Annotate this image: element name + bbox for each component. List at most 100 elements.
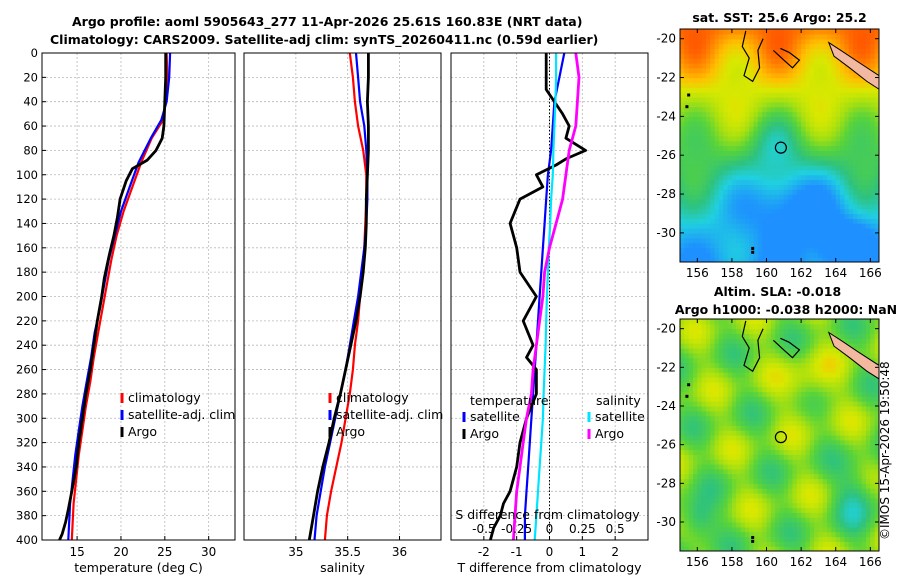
map-cell <box>870 410 876 417</box>
map-cell <box>753 459 759 465</box>
map-cell <box>731 53 737 59</box>
map-cell <box>805 328 811 335</box>
map-cell <box>723 367 729 373</box>
x-axis-label: T difference from climatology <box>456 560 642 575</box>
map-cell <box>801 194 806 200</box>
map-cell <box>801 420 806 426</box>
map-cell <box>796 43 802 50</box>
map-cell <box>697 237 703 244</box>
map-cell <box>848 357 854 364</box>
map-cell <box>688 43 694 50</box>
map-cell <box>857 464 863 470</box>
map-cell <box>740 97 746 103</box>
series-argo <box>58 53 168 541</box>
map-cell <box>827 130 832 137</box>
map-cell <box>684 352 690 359</box>
map-cell <box>684 478 690 484</box>
map-cell <box>701 410 707 417</box>
map-cell <box>740 372 746 378</box>
map-cell <box>844 48 850 54</box>
map-cell <box>870 145 876 151</box>
map-cell <box>697 194 703 200</box>
map-cell <box>818 179 824 185</box>
map-cell <box>844 145 850 151</box>
map-cell <box>835 372 841 378</box>
map-cell <box>840 77 845 83</box>
map-cell <box>714 512 720 518</box>
map-cell <box>861 386 867 393</box>
map-cell <box>731 488 737 494</box>
map-cell <box>714 58 720 64</box>
map-cell <box>874 87 879 93</box>
map-cell <box>788 410 794 417</box>
map-cell <box>801 493 806 499</box>
map-cell <box>727 526 733 533</box>
map-cell <box>680 541 685 547</box>
map-cell <box>783 33 789 40</box>
map-cell <box>693 396 698 402</box>
map-cell <box>723 522 729 528</box>
map-cell <box>701 391 707 397</box>
map-cell <box>827 33 832 40</box>
map-cell <box>857 43 863 50</box>
map-cell <box>857 348 863 354</box>
map-cell <box>684 237 690 244</box>
map-cell <box>857 247 863 253</box>
map-cell <box>792 348 798 354</box>
map-cell <box>857 493 863 499</box>
map-cell <box>718 541 724 547</box>
map-cell <box>840 502 845 509</box>
map-cell <box>783 497 789 504</box>
map-cell <box>822 116 828 122</box>
map-cell <box>857 415 863 422</box>
map-cell <box>744 415 750 422</box>
map-cell <box>835 179 841 185</box>
map-cell <box>788 377 794 383</box>
map-cell <box>792 377 798 383</box>
map-cell <box>710 150 716 156</box>
map-cell <box>783 203 789 210</box>
map-cell <box>848 111 854 117</box>
map-cell <box>775 497 781 504</box>
map-cell <box>697 116 703 122</box>
map-cell <box>775 454 781 460</box>
map-cell <box>809 72 815 79</box>
map-cell <box>749 53 755 59</box>
map-cell <box>744 97 750 103</box>
map-cell <box>792 546 798 551</box>
map-cell <box>857 140 863 147</box>
map-cell <box>822 425 828 431</box>
map-cell <box>680 33 685 40</box>
map-cell <box>805 228 811 234</box>
map-cell <box>770 391 776 397</box>
map-cell <box>714 483 720 489</box>
map-cell <box>818 415 824 422</box>
map-cell <box>818 444 824 451</box>
map-cell <box>801 58 806 64</box>
map-cell <box>788 252 794 258</box>
map-cell <box>744 77 750 83</box>
map-cell <box>861 126 867 132</box>
map-cell <box>693 468 698 475</box>
map-cell <box>809 531 815 538</box>
map-cell <box>818 228 824 234</box>
map-cell <box>693 208 698 215</box>
map-cell <box>684 333 690 339</box>
map-cell <box>680 333 685 339</box>
map-cell <box>783 425 789 431</box>
map-cell <box>710 348 716 354</box>
map-cell <box>731 43 737 50</box>
map-cell <box>792 77 798 83</box>
map-cell <box>814 130 819 137</box>
map-cell <box>684 145 690 151</box>
map-cell <box>866 140 871 147</box>
map-cell <box>706 517 711 523</box>
map-cell <box>680 184 685 190</box>
map-cell <box>809 43 815 50</box>
map-cell <box>710 367 716 373</box>
map-cell <box>840 150 845 156</box>
map-cell <box>714 367 720 373</box>
map-cell <box>680 111 685 117</box>
map-cell <box>727 464 733 470</box>
map-cell <box>775 493 781 499</box>
